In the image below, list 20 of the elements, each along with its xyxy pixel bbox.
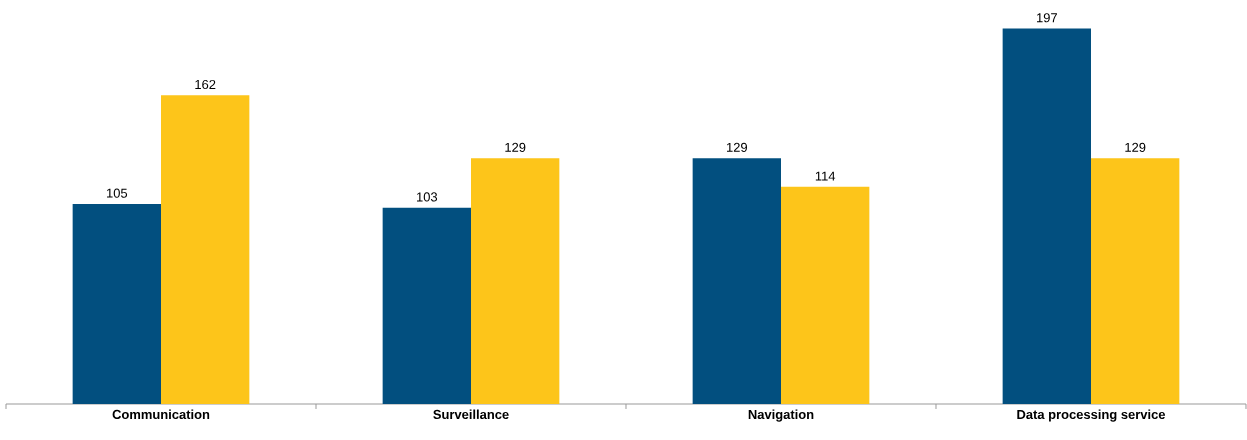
data-label: 114: [815, 171, 836, 181]
bar: [692, 158, 781, 404]
bar: [1091, 158, 1180, 404]
x-tick-label: Communication: [112, 409, 210, 420]
x-tick-label: Data processing service: [1017, 409, 1166, 422]
x-tick-label: Surveillance: [433, 409, 509, 420]
data-label: 129: [1125, 142, 1146, 152]
bar: [72, 203, 161, 404]
data-label: 197: [1037, 13, 1057, 23]
bar: [382, 207, 471, 404]
data-label: 103: [417, 192, 438, 202]
bar: [471, 158, 560, 404]
data-label: 129: [505, 142, 526, 152]
x-tick-label: Navigation: [748, 409, 814, 422]
bar: [161, 95, 250, 404]
bar: [781, 186, 870, 404]
data-label: 129: [727, 142, 748, 152]
data-label: 162: [195, 79, 216, 90]
bar: [1002, 28, 1091, 404]
data-label: 105: [107, 188, 128, 198]
